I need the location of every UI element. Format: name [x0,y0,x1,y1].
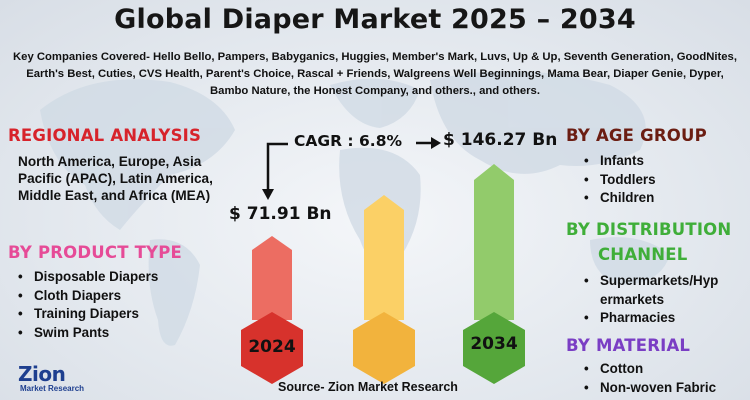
arrow-right-head-icon [431,137,441,149]
list-item: Supermarkets/Hyp ermarkets [578,272,738,309]
list-item: Infants [578,152,656,171]
list-item: Pharmacies [578,309,738,328]
distribution-list: Supermarkets/Hyp ermarkets Pharmacies [578,272,738,328]
bar-2024 [241,236,303,384]
material-list: Cotton Non-woven Fabric [578,360,716,397]
arrow-down-icon [266,142,288,190]
list-item: Cotton [578,360,716,379]
list-item: Disposable Diapers [12,268,158,287]
zion-logo: Zion Market Research [18,364,84,393]
regional-analysis-heading: REGIONAL ANALYSIS [8,126,202,145]
product-type-heading: BY PRODUCT TYPE [8,243,182,262]
list-item: Swim Pants [12,324,158,343]
age-group-heading: BY AGE GROUP [566,126,707,145]
arrow-down-head-icon [262,189,274,200]
product-type-list: Disposable Diapers Cloth Diapers Trainin… [12,268,158,342]
cagr-label: CAGR : 6.8% [294,132,403,150]
start-value-label: $ 71.91 Bn [229,204,332,224]
distribution-heading-line1: BY DISTRIBUTION [566,220,732,239]
page-title: Global Diaper Market 2025 – 2034 [114,4,636,35]
end-year-label: 2034 [470,334,518,354]
bar-middle [353,195,415,384]
end-value-label: $ 146.27 Bn [443,130,558,150]
list-item: Non-woven Fabric [578,379,716,398]
list-item: Toddlers [578,171,656,190]
distribution-heading-line2: CHANNEL [598,245,688,264]
bar-2034 [463,164,525,384]
age-group-list: Infants Toddlers Children [578,152,656,208]
list-item: Training Diapers [12,305,158,324]
start-year-label: 2024 [248,337,296,357]
regional-analysis-text: North America, Europe, Asia Pacific (APA… [18,154,213,203]
list-item: Cloth Diapers [12,287,158,306]
logo-main-text: Zion [18,362,66,386]
source-text: Source- Zion Market Research [278,380,458,394]
logo-sub-text: Market Research [20,384,85,393]
material-heading: BY MATERIAL [566,336,691,355]
list-item: Children [578,189,656,208]
key-companies-text: Key Companies Covered- Hello Bello, Pamp… [13,51,737,97]
